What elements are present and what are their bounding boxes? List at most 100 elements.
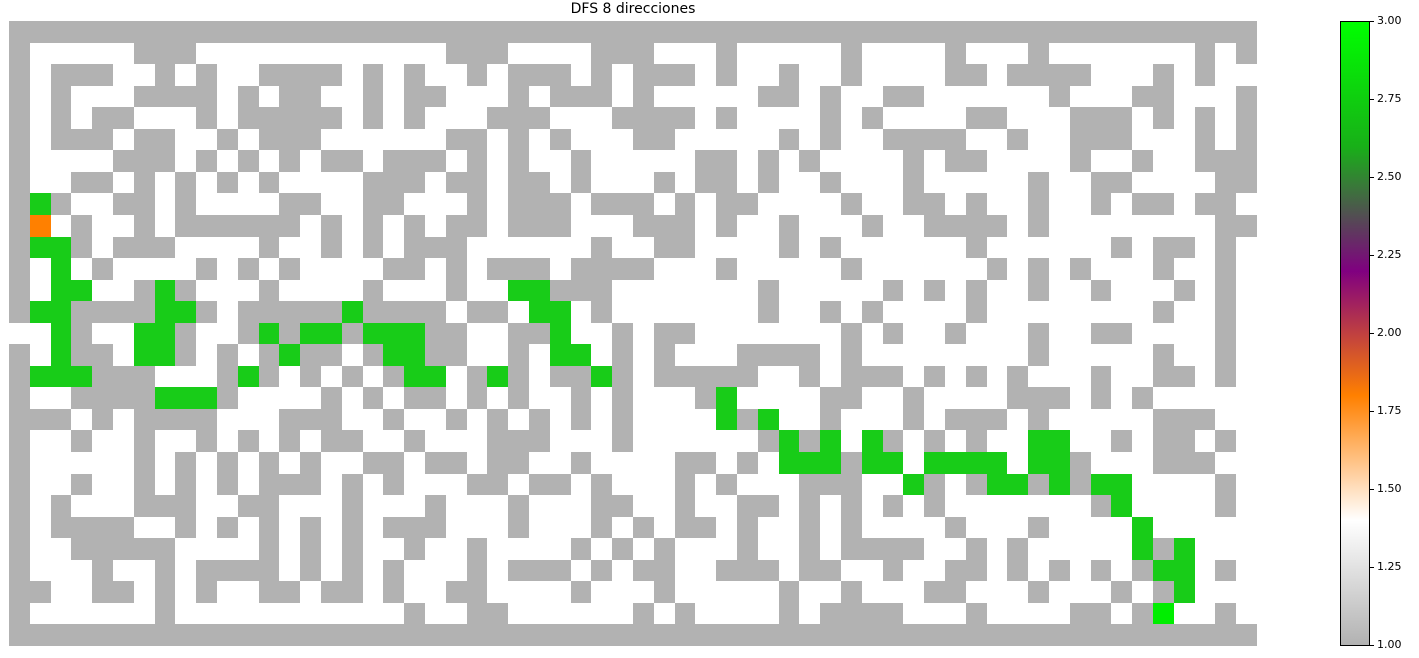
maze-cell-open [737, 172, 758, 193]
maze-cell-path [820, 430, 841, 452]
maze-cell-open [1091, 344, 1111, 366]
maze-cell-open [883, 43, 903, 64]
maze-cell-open [820, 495, 841, 517]
maze-cell-open [550, 150, 571, 172]
maze-cell-open [92, 323, 113, 344]
maze-cell-open [1049, 538, 1070, 560]
maze-cell-open [841, 560, 862, 581]
maze-cell-open [71, 452, 92, 474]
maze-cell-open [51, 150, 71, 172]
maze-cell-open [1195, 430, 1215, 452]
maze-cell-open [966, 495, 987, 517]
maze-cell-open [404, 495, 425, 517]
maze-cell-open [30, 474, 51, 495]
maze-cell-open [342, 107, 363, 129]
maze-cell-open [1195, 323, 1215, 344]
maze-cell-open [1174, 474, 1195, 495]
maze-cell-open [30, 107, 51, 129]
maze-cell-path [71, 366, 92, 387]
maze-cell-open [1049, 172, 1070, 193]
maze-cell-open [1215, 581, 1236, 603]
maze-cell-open [1049, 129, 1070, 150]
maze-cell-open [737, 280, 758, 301]
maze-cell-open [1215, 86, 1236, 107]
maze-cell-path [155, 280, 175, 301]
maze-cell-open [30, 452, 51, 474]
maze-cell-open [1007, 280, 1028, 301]
colorbar-tick-mark [1370, 411, 1374, 412]
colorbar-tick-mark [1370, 645, 1374, 646]
maze-cell-open [987, 603, 1007, 624]
maze-cell-open [425, 258, 446, 280]
maze-cell-open [779, 280, 799, 301]
colorbar-tick-label: 2.50 [1377, 170, 1402, 183]
maze-cell-open [1153, 43, 1174, 64]
maze-cell-open [1007, 603, 1028, 624]
maze-cell-open [51, 172, 71, 193]
maze-cell-open [1132, 237, 1153, 258]
maze-cell-open [1195, 581, 1215, 603]
maze-cell-path [51, 344, 71, 366]
maze-cell-open [862, 495, 883, 517]
maze-cell-open [175, 603, 196, 624]
maze-cell-path [1091, 474, 1111, 495]
maze-cell-open [1070, 409, 1091, 430]
maze-cell-open [508, 603, 529, 624]
maze-cell-open [155, 107, 175, 129]
maze-cell-open [321, 172, 342, 193]
maze-cell-open [1195, 237, 1215, 258]
maze-cell-open [591, 538, 612, 560]
maze-cell-open [342, 64, 363, 86]
maze-cell-open [1236, 344, 1257, 366]
maze-cell-open [321, 495, 342, 517]
maze-cell-path [862, 452, 883, 474]
maze-cell-open [924, 258, 945, 280]
maze-cell-open [134, 581, 155, 603]
maze-cell-open [966, 258, 987, 280]
maze-cell-open [1132, 430, 1153, 452]
maze-cell-path [1174, 581, 1195, 603]
maze-cell-open [425, 581, 446, 603]
maze-cell-open [903, 215, 924, 237]
maze-cell-open [820, 366, 841, 387]
maze-cell-open [30, 344, 51, 366]
maze-cell-open [1091, 430, 1111, 452]
maze-cell-path [279, 344, 300, 366]
maze-cell-open [779, 560, 799, 581]
maze-cell-open [446, 495, 467, 517]
maze-cell-open [71, 495, 92, 517]
maze-cell-open [1195, 560, 1215, 581]
maze-cell-open [363, 150, 383, 172]
maze-cell-open [862, 323, 883, 344]
maze-cell-open [529, 452, 550, 474]
maze-cell-path [51, 237, 71, 258]
maze-cell-open [1153, 172, 1174, 193]
maze-cell-open [300, 280, 321, 301]
maze-cell-open [945, 193, 966, 215]
maze-cell-open [737, 301, 758, 323]
maze-cell-open [591, 430, 612, 452]
maze-cell-open [758, 129, 779, 150]
maze-cell-open [321, 129, 342, 150]
maze-cell-open [758, 107, 779, 129]
maze-cell-open [30, 430, 51, 452]
maze-cell-open [529, 366, 550, 387]
maze-cell-open [529, 603, 550, 624]
maze-cell-open [612, 64, 633, 86]
maze-cell-open [883, 581, 903, 603]
maze-cell-open [1174, 215, 1195, 237]
maze-cell-open [113, 603, 134, 624]
maze-cell-open [300, 495, 321, 517]
maze-cell-open [737, 603, 758, 624]
maze-cell-path [30, 366, 51, 387]
maze-cell-open [1070, 344, 1091, 366]
maze-cell-open [404, 452, 425, 474]
maze-cell-open [633, 409, 654, 430]
maze-cell-open [737, 215, 758, 237]
maze-cell-open [612, 86, 633, 107]
maze-cell-open [113, 344, 134, 366]
maze-cell-open [1174, 387, 1195, 409]
maze-cell-open [1132, 495, 1153, 517]
maze-cell-open [321, 474, 342, 495]
maze-cell-open [883, 237, 903, 258]
